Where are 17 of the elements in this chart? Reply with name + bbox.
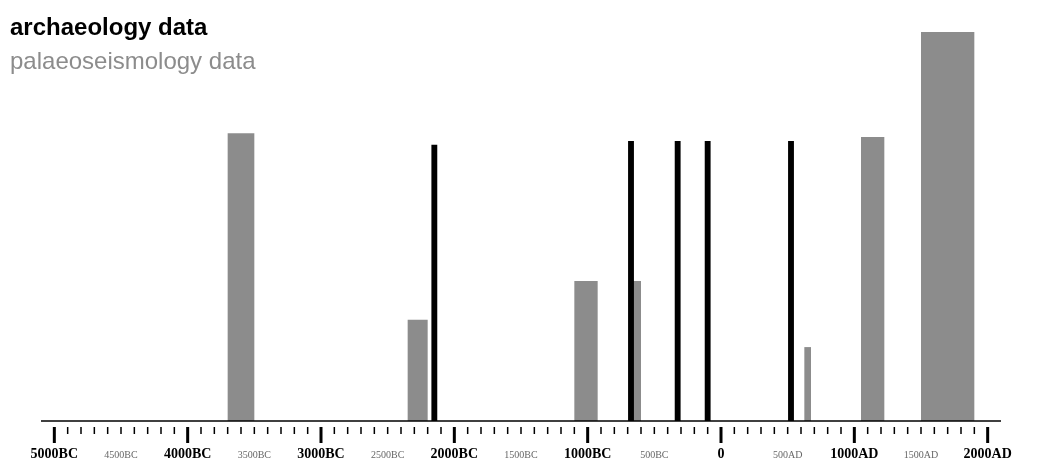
x-tick-label: 1500AD — [903, 449, 939, 460]
x-tick-label: 3500BC — [237, 449, 272, 460]
x-tick-label: 500AD — [772, 449, 803, 460]
x-tick-label: 0 — [717, 446, 725, 461]
x-tick-label: 1000AD — [830, 446, 879, 461]
text: palaeoseismology data — [10, 46, 256, 76]
x-tick-label: 3000BC — [297, 446, 345, 461]
x-tick-label: 4000BC — [163, 446, 212, 461]
x-tick-label: 2000AD — [963, 446, 1012, 461]
x-tick-label: 2000BC — [430, 446, 479, 461]
text: archaeology data — [10, 12, 209, 42]
x-tick-label: 500BC — [640, 449, 669, 460]
x-tick-label: 4500BC — [104, 449, 138, 460]
x-tick-label: 1000BC — [563, 446, 612, 461]
x-tick-label: 2500BC — [370, 449, 405, 460]
x-tick-label: 1500BC — [504, 449, 538, 460]
x-tick-label: 5000BC — [30, 446, 79, 461]
